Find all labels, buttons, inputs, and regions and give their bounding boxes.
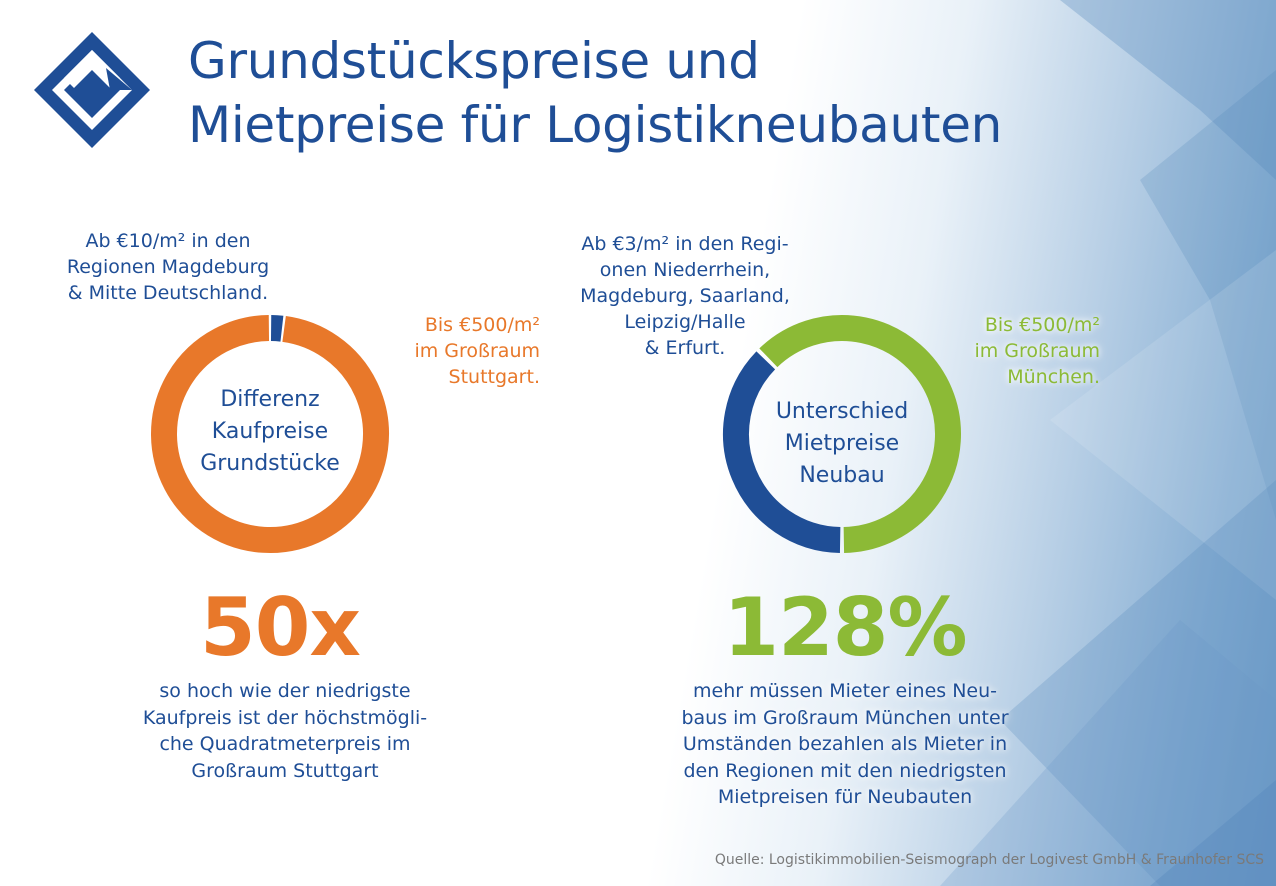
- slice-label-line: Bis €500/m²: [984, 314, 1100, 336]
- slice-label-line: & Mitte Deutschland.: [67, 282, 269, 304]
- donut-slice-0: [270, 315, 284, 342]
- source-credit: Quelle: Logistikimmobilien-Seismograph d…: [714, 852, 1264, 868]
- slice-label-line: Ab €10/m² in den: [85, 230, 251, 252]
- center-label-line: Kaufpreise: [211, 419, 329, 444]
- description-line: mehr müssen Mieter eines Neu-: [693, 680, 997, 702]
- description-line: Umständen bezahlen als Mieter in: [682, 733, 1008, 755]
- title-line-2: Mietpreise für Logistikneubauten: [188, 96, 1003, 154]
- slice-label-line: Bis €500/m²: [424, 314, 540, 336]
- donut-center-label-kaufpreise: Differenz Kaufpreise Grundstücke: [170, 384, 370, 480]
- description-line: che Quadratmeterpreis im: [159, 733, 411, 755]
- slice-label-line: München.: [1007, 366, 1100, 388]
- center-label-line: Neubau: [799, 463, 885, 488]
- description-kaufpreise: so hoch wie der niedrigste Kaufpreis ist…: [100, 678, 470, 784]
- slice-label-line: & Erfurt.: [644, 337, 726, 359]
- slice-label-line: im Großraum: [414, 340, 540, 362]
- slice-label-line: onen Niederrhein,: [599, 259, 771, 281]
- donut-chart-kaufpreise: [151, 315, 389, 553]
- donut-center-label-mietpreise: Unterschied Mietpreise Neubau: [742, 396, 942, 492]
- donut-chart-mietpreise: [723, 315, 961, 553]
- slice-label-line: Stuttgart.: [448, 366, 540, 388]
- description-line: Mietpreisen für Neubauten: [717, 786, 973, 808]
- description-line: so hoch wie der niedrigste: [159, 680, 411, 702]
- donut-slice-1: [759, 315, 961, 553]
- title-line-1: Grundstückspreise und: [188, 32, 760, 90]
- description-line: Kaufpreis ist der höchstmögli-: [142, 706, 428, 729]
- slice-label-line: im Großraum: [974, 340, 1100, 362]
- slice-label-line: Ab €3/m² in den Regi-: [581, 233, 789, 255]
- center-label-line: Mietpreise: [784, 431, 900, 456]
- slice-label-line: Leipzig/Halle: [624, 311, 746, 333]
- headline-stat-128-percent: 128%: [723, 581, 967, 674]
- slice-label-max-kaufpreis: Bis €500/m² im Großraum Stuttgart.: [340, 312, 540, 390]
- logivest-diamond-logo-icon: [34, 32, 150, 148]
- description-line: baus im Großraum München unter: [681, 706, 1009, 729]
- donut-slice-0: [723, 351, 841, 553]
- description-line: Großraum Stuttgart: [191, 759, 379, 782]
- slice-label-max-mietpreis: Bis €500/m² im Großraum München.: [900, 312, 1100, 390]
- center-label-line: Grundstücke: [200, 451, 340, 476]
- slice-label-min-mietpreis: Ab €3/m² in den Regi- onen Niederrhein, …: [555, 231, 815, 361]
- description-mietpreise: mehr müssen Mieter eines Neu- baus im Gr…: [645, 678, 1045, 811]
- headline-stat-50x: 50x: [200, 581, 361, 674]
- donut-slice-1: [151, 315, 389, 553]
- center-label-line: Differenz: [220, 387, 320, 412]
- center-label-line: Unterschied: [775, 399, 909, 424]
- slice-label-line: Magdeburg, Saarland,: [580, 285, 790, 307]
- slice-label-line: Regionen Magdeburg: [66, 256, 270, 278]
- description-line: den Regionen mit den niedrigsten: [683, 759, 1007, 782]
- slice-label-min-kaufpreis: Ab €10/m² in den Regionen Magdeburg & Mi…: [50, 228, 286, 306]
